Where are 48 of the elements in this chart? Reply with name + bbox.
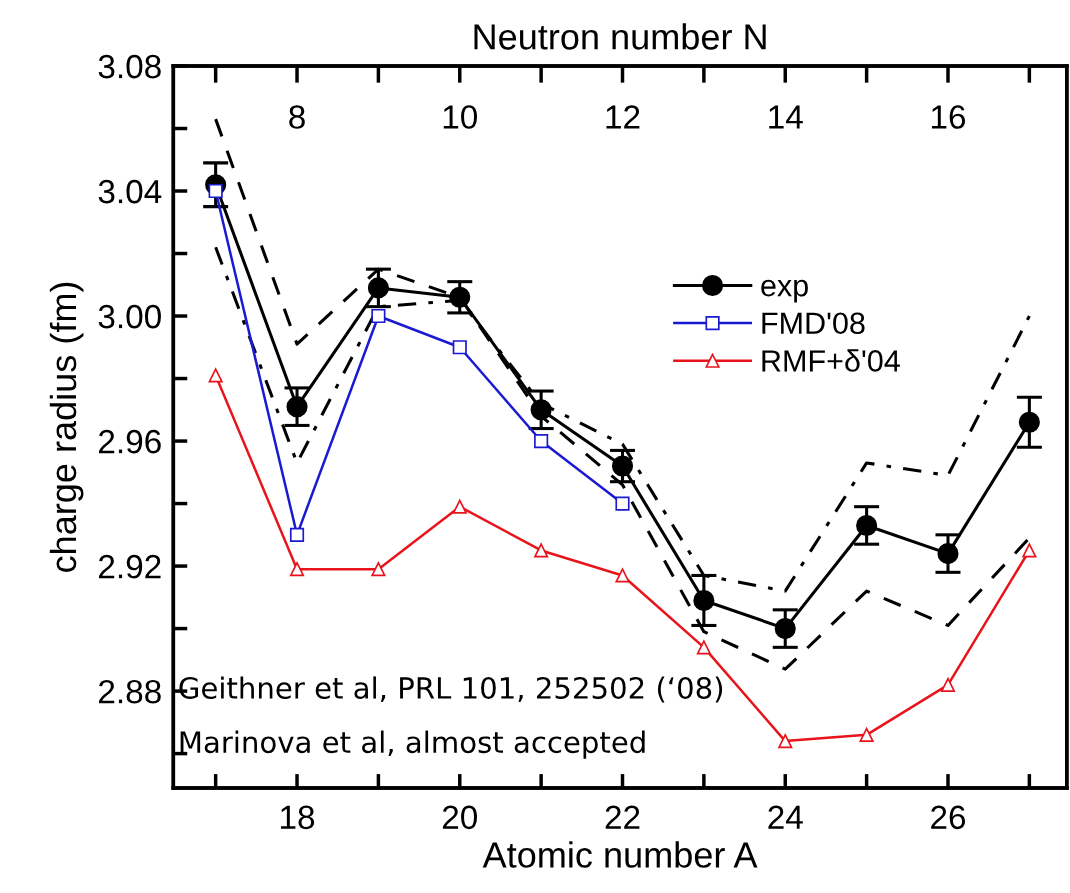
point <box>693 589 715 612</box>
y-tick-label: 2.92 <box>99 554 161 579</box>
point <box>534 543 549 558</box>
point <box>208 368 223 383</box>
x-tick-label: 22 <box>605 805 640 829</box>
x-tick-label: 18 <box>281 805 315 830</box>
point <box>286 396 308 418</box>
point <box>859 727 874 742</box>
y-tick-label: 2.88 <box>99 679 161 704</box>
point <box>774 618 796 640</box>
x2-tick-label: 14 <box>769 105 803 129</box>
annotation: Marinova et al, almost accepted <box>180 730 645 759</box>
point <box>534 433 549 449</box>
point <box>371 562 386 577</box>
point <box>1018 411 1040 433</box>
point <box>615 568 630 583</box>
y-tick-label: 2.96 <box>99 429 161 454</box>
x-tick-label: 20 <box>442 805 477 830</box>
x2-tick-label: 16 <box>931 105 966 129</box>
x2-tick-label: 10 <box>443 105 477 129</box>
x-tick-label: 24 <box>768 805 803 829</box>
point <box>856 514 878 536</box>
point <box>452 340 467 355</box>
point <box>937 543 959 565</box>
x-tick-label: 26 <box>931 805 966 830</box>
legend-label: exp <box>761 279 808 303</box>
y-tick-label: 3.04 <box>98 179 162 204</box>
x2-axis-title: Neutron number N <box>474 23 766 50</box>
y-axis-title: charge radius (fm) <box>49 282 84 572</box>
point <box>289 562 305 577</box>
point <box>367 277 389 299</box>
legend-label: RMF+δ'04 <box>762 349 900 372</box>
point <box>289 527 305 542</box>
x2-tick-label: 12 <box>606 105 640 129</box>
x2-tick-label: 8 <box>289 105 305 129</box>
point <box>778 734 793 749</box>
legend-label: FMD'08 <box>762 312 865 335</box>
point <box>940 677 956 692</box>
y-tick-label: 3.00 <box>98 304 161 329</box>
annotation: Geithner et al, PRL 101, 252502 (‘08) <box>179 676 723 703</box>
point <box>1022 543 1037 558</box>
y-tick-label: 3.08 <box>98 54 161 79</box>
point <box>452 499 467 514</box>
point <box>615 496 630 511</box>
point <box>611 455 634 477</box>
point <box>696 640 711 655</box>
point <box>371 308 386 324</box>
x-axis-title: Atomic number A <box>482 841 758 868</box>
